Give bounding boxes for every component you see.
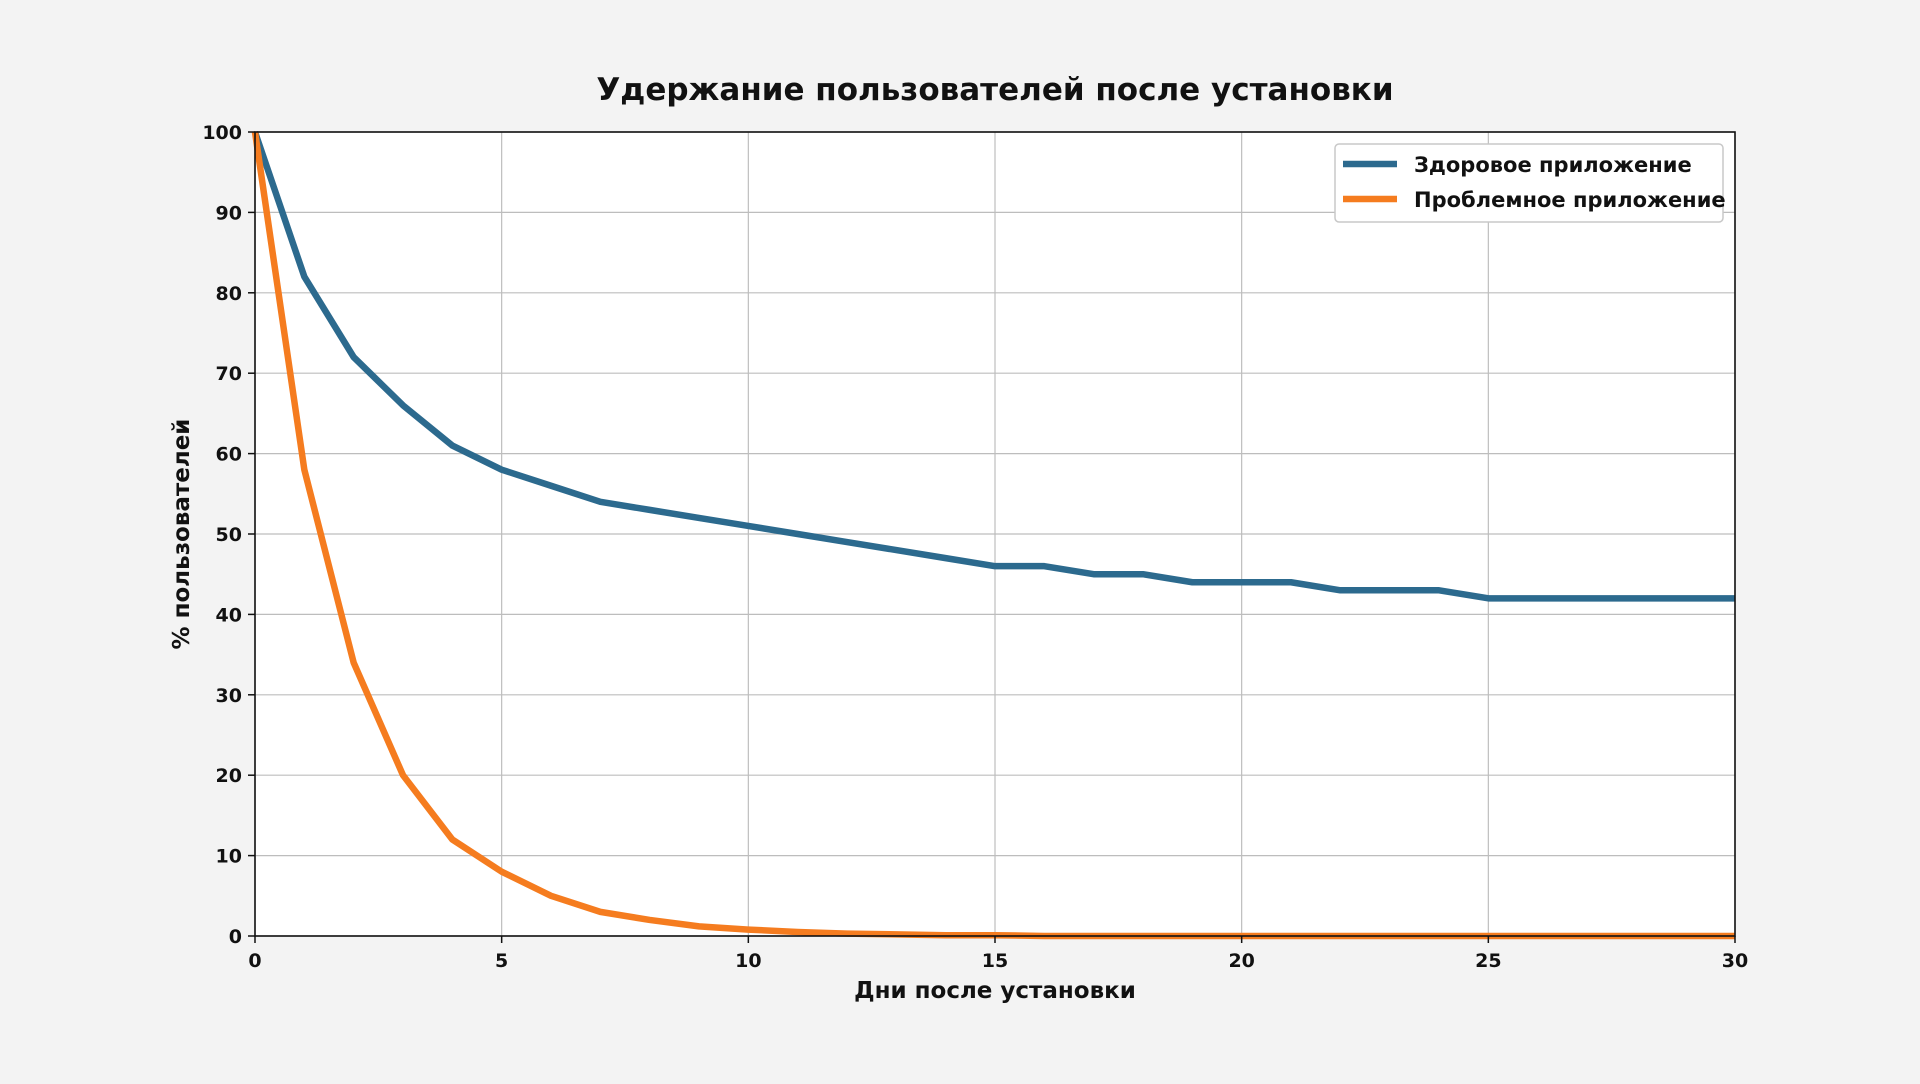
x-tick-label: 10: [735, 950, 761, 972]
y-tick-label: 50: [216, 524, 242, 546]
y-tick-label: 100: [202, 122, 242, 144]
y-tick-label: 10: [216, 846, 242, 868]
x-tick-label: 30: [1722, 950, 1748, 972]
ticks: 0 5 10 15 20 25 30 0 10 20 30 40 50 60 70 80 90 100: [202, 122, 1748, 972]
y-tick-label: 0: [229, 926, 242, 948]
legend-label-1: Здоровое приложение: [1414, 153, 1692, 177]
x-tick-label: 0: [248, 950, 261, 972]
y-axis-label: % пользователей: [169, 419, 195, 650]
y-tick-label: 90: [216, 202, 242, 224]
y-tick-label: 40: [216, 604, 242, 626]
y-tick-label: 80: [216, 283, 242, 305]
x-tick-label: 25: [1475, 950, 1501, 972]
x-axis-label: Дни после установки: [854, 978, 1136, 1004]
x-tick-label: 20: [1228, 950, 1254, 972]
x-tick-label: 15: [982, 950, 1008, 972]
legend-box: [1334, 143, 1724, 223]
x-tick-label: 5: [495, 950, 508, 972]
y-tick-label: 30: [216, 685, 242, 707]
y-tick-label: 70: [216, 363, 242, 385]
y-tick-label: 20: [216, 765, 242, 787]
legend-label-2: Проблемное приложение: [1414, 188, 1726, 212]
chart-title: Удержание пользователей после установки: [596, 72, 1393, 108]
y-tick-label: 60: [216, 444, 242, 466]
series-line-1: [251, 130, 1735, 602]
legend: Здоровое приложение Проблемное приложение: [1334, 143, 1726, 223]
